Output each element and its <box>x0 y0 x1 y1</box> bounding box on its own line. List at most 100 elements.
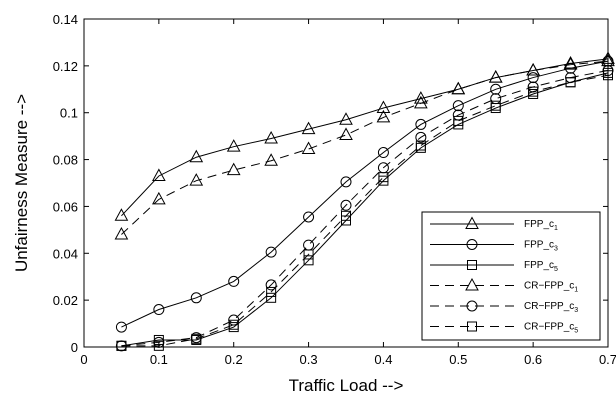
legend-item: FPP_c5 <box>430 260 558 273</box>
x-tick-label: 0.6 <box>524 352 542 367</box>
legend: FPP_c1FPP_c3FPP_c5CR−FPP_c1CR−FPP_c3CR−F… <box>421 211 601 341</box>
x-tick-label: 0.7 <box>599 352 616 367</box>
data-point-square <box>228 319 239 330</box>
legend-label: FPP_c1 <box>524 219 558 232</box>
legend-label: FPP_c3 <box>524 240 558 253</box>
data-point-square <box>116 340 127 351</box>
data-point-square <box>565 77 576 88</box>
legend-label: FPP_c5 <box>524 260 558 273</box>
data-point-triangle <box>114 226 129 240</box>
data-point-circle <box>303 239 315 251</box>
legend-marker-circle <box>466 300 478 312</box>
legend-item: CR−FPP_c3 <box>430 300 578 314</box>
legend-marker-square <box>467 321 477 332</box>
series-line <box>121 70 609 347</box>
data-point-square <box>603 70 613 81</box>
legend-marker-triangle <box>465 216 479 229</box>
data-point-square <box>266 286 277 297</box>
data-point-square <box>191 333 202 344</box>
data-point-circle <box>115 321 127 333</box>
series-line <box>121 74 609 347</box>
legend-marker-circle <box>466 239 478 250</box>
series-line <box>121 60 609 235</box>
legend-label-subscript: 1 <box>574 287 578 294</box>
data-point-square <box>528 86 539 97</box>
x-tick-label: 0.4 <box>374 352 392 367</box>
legend-label-subscript: 3 <box>574 307 578 314</box>
data-point-square <box>453 115 464 126</box>
y-tick-label: 0.08 <box>53 153 78 168</box>
data-point-circle <box>415 131 427 143</box>
y-tick-label: 0.14 <box>53 12 78 27</box>
data-point-triangle <box>601 51 615 64</box>
data-point-circle <box>303 211 315 223</box>
legend-item: FPP_c1 <box>430 216 558 232</box>
data-point-triangle <box>376 100 391 114</box>
data-point-square <box>153 340 164 351</box>
data-point-triangle <box>526 62 540 76</box>
legend-box <box>421 211 601 341</box>
data-point-square <box>415 140 426 151</box>
data-point-circle <box>452 109 464 121</box>
data-point-triangle <box>152 191 166 205</box>
data-point-circle <box>452 100 464 112</box>
series-layer <box>114 51 615 352</box>
y-tick-label: 0.06 <box>53 199 78 214</box>
data-point-circle <box>490 83 502 95</box>
x-axis-title: Traffic Load --> <box>289 376 404 395</box>
series-line <box>121 72 609 347</box>
data-point-triangle <box>114 208 129 221</box>
plot-area: 0 0.1 0.2 0.3 0.4 0.5 0.6 0.7 0 0.02 0.04 0.06 0.08 0… <box>53 12 616 367</box>
legend-marker-square <box>467 260 477 270</box>
legend-label-name: CR−FPP_c <box>524 281 574 292</box>
data-point-square <box>303 249 314 260</box>
data-point-circle <box>490 93 502 105</box>
data-point-square <box>303 255 314 266</box>
y-tick-label: 0.02 <box>53 293 78 308</box>
legend-label-name: CR−FPP_c <box>524 301 574 312</box>
series-line <box>121 60 609 328</box>
x-tick-label: 0.1 <box>150 352 168 367</box>
data-point-triangle <box>563 57 578 70</box>
y-tick-label: 0.12 <box>53 59 78 74</box>
series-6 <box>116 70 613 351</box>
legend-label-subscript: 3 <box>554 246 558 253</box>
data-point-triangle <box>152 168 166 181</box>
x-tick-label: 0.2 <box>225 352 243 367</box>
x-tick-label: 0.5 <box>449 352 467 367</box>
x-tick-label: 0.3 <box>300 352 318 367</box>
y-tick-label: 0.1 <box>60 106 78 121</box>
legend-label-name: FPP_c <box>524 219 554 230</box>
data-point-triangle <box>264 130 278 144</box>
data-point-circle <box>265 279 277 291</box>
data-point-triangle <box>226 139 241 152</box>
legend-item: FPP_c3 <box>430 239 558 253</box>
series-1 <box>114 51 615 221</box>
legend-label-name: FPP_c <box>524 240 554 251</box>
data-point-triangle <box>301 141 316 155</box>
data-point-circle <box>265 246 277 258</box>
data-point-triangle <box>451 81 466 95</box>
legend-label-subscript: 5 <box>574 328 578 335</box>
legend-label: CR−FPP_c1 <box>524 281 578 294</box>
data-point-triangle <box>189 149 204 163</box>
data-point-circle <box>228 275 240 287</box>
data-point-circle <box>190 292 202 304</box>
legend-label-subscript: 1 <box>554 225 558 232</box>
legend-item: CR−FPP_c5 <box>430 321 578 335</box>
data-point-triangle <box>339 127 353 140</box>
data-point-triangle <box>226 162 241 176</box>
data-point-square <box>490 100 501 111</box>
tick-layer: 0 0.1 0.2 0.3 0.4 0.5 0.6 0.7 0 0.02 0.04 0.06 0.08 0… <box>53 12 616 367</box>
data-point-square <box>378 172 389 183</box>
data-point-triangle <box>264 153 278 166</box>
data-point-circle <box>340 176 352 188</box>
data-point-circle <box>527 72 539 84</box>
legend-marker-triangle <box>465 277 479 291</box>
plot-frame <box>83 18 609 348</box>
legend-label-subscript: 5 <box>554 266 558 273</box>
data-point-triangle <box>488 70 503 83</box>
data-point-triangle <box>376 109 391 123</box>
x-tick-label: 0 <box>80 352 87 367</box>
